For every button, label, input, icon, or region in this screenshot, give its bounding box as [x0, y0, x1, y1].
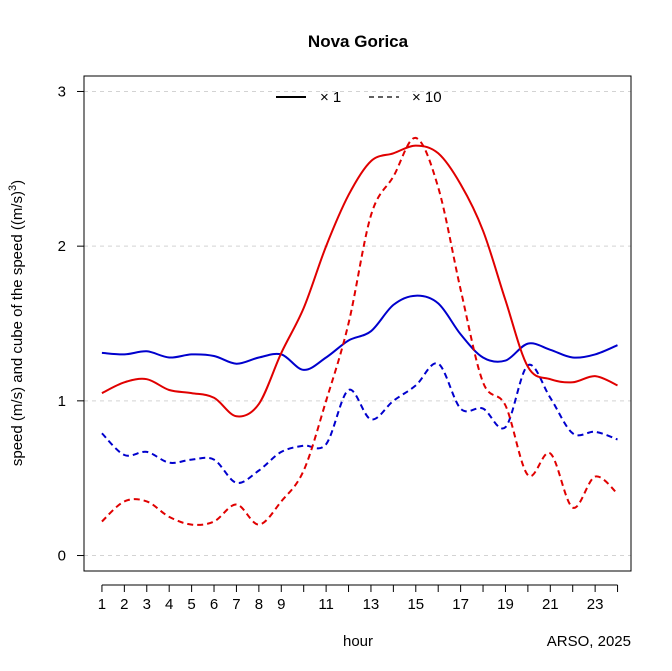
x-tick-label: 7: [232, 596, 240, 613]
y-tick-label: 2: [58, 238, 66, 255]
y-axis-label-close: ): [9, 180, 26, 185]
x-tick-label: 21: [542, 596, 559, 613]
x-tick-label: 15: [407, 596, 424, 613]
credit-label: ARSO, 2025: [547, 633, 631, 650]
x-tick-label: 8: [255, 596, 263, 613]
legend-label-dashed: × 10: [412, 89, 442, 106]
y-axis-label: speed (m/s) and cube of the speed ((m/s)…: [7, 180, 26, 466]
x-tick-label: 4: [165, 596, 173, 613]
blue-solid-series: [101, 294, 618, 371]
x-tick-label: 11: [318, 596, 334, 613]
legend: × 1 × 10: [276, 89, 442, 106]
y-axis-label-superscript: 3: [7, 185, 19, 191]
x-tick-label: 5: [187, 596, 195, 613]
x-tick-label: 2: [120, 596, 128, 613]
grid: [84, 90, 631, 557]
x-tick-label: 9: [277, 596, 285, 613]
x-tick-label: 19: [497, 596, 514, 613]
red-solid-series: [101, 144, 618, 418]
x-tick-label: 13: [363, 596, 380, 613]
x-axis-label: hour: [343, 633, 373, 650]
series: [101, 136, 619, 526]
legend-label-solid: × 1: [320, 89, 341, 106]
y-tick-label: 1: [58, 393, 66, 410]
blue-dashed-series: [101, 362, 618, 484]
x-tick-label: 17: [452, 596, 469, 613]
red-dashed-series: [101, 136, 619, 526]
y-axis-label-main: speed (m/s) and cube of the speed ((m/s): [9, 191, 26, 466]
x-tick-label: 1: [98, 596, 106, 613]
chart-title: Nova Gorica: [308, 32, 409, 51]
x-tick-label: 3: [143, 596, 151, 613]
y-tick-label: 3: [58, 83, 66, 100]
y-tick-label: 0: [58, 548, 66, 565]
x-tick-label: 6: [210, 596, 218, 613]
x-tick-label: 23: [587, 596, 604, 613]
plot-frame: [83, 75, 632, 572]
